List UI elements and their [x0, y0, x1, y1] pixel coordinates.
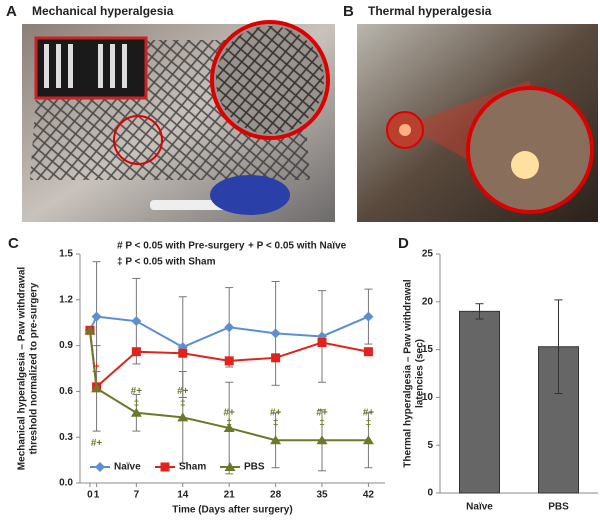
marker — [130, 407, 142, 417]
y-axis-label: latencies (sec) — [415, 339, 426, 408]
marker — [160, 462, 170, 472]
marker — [270, 328, 281, 339]
series-line — [89, 315, 369, 349]
annotation: #+ — [91, 438, 103, 449]
legend-label: PBS — [244, 462, 265, 473]
marker — [91, 311, 102, 322]
marker — [224, 462, 236, 471]
marker — [363, 311, 374, 322]
marker — [316, 435, 328, 445]
panel-title: Thermal hyperalgesia — [368, 4, 492, 18]
series-line — [88, 330, 369, 442]
x-tick-label: 1 — [94, 490, 100, 501]
annotation: ‡ — [226, 418, 232, 429]
marker — [223, 423, 235, 433]
legend-label: Sham — [179, 462, 206, 473]
marker — [91, 383, 103, 393]
marker — [224, 322, 235, 333]
note: # P < 0.05 with Pre-surgery — [117, 241, 245, 252]
y-tick-label: 5 — [427, 440, 433, 451]
y-tick-label: 0.6 — [59, 386, 73, 397]
panel-label: A — [6, 3, 17, 20]
x-tick-label: PBS — [548, 502, 569, 513]
y-tick-label: 20 — [422, 296, 434, 307]
annotation: #+ — [177, 386, 189, 397]
annotation: ‡ — [273, 418, 279, 429]
y-tick-label: 0 — [427, 488, 433, 499]
y-tick-label: 15 — [422, 344, 434, 355]
photo-a — [22, 20, 335, 222]
legend-label: Naïve — [114, 462, 141, 473]
x-tick-label: 35 — [316, 490, 328, 501]
marker — [131, 316, 142, 327]
marker — [177, 412, 189, 422]
annotation: ‡ — [134, 398, 140, 409]
marker — [178, 348, 188, 358]
annotation: #+ — [131, 386, 143, 397]
x-tick-label: 28 — [270, 490, 282, 501]
marker — [131, 347, 141, 357]
annotation: #+ — [270, 407, 282, 418]
marker — [95, 462, 105, 472]
annotation: ‡ — [366, 418, 372, 429]
x-tick-label: 0 — [87, 490, 93, 501]
annotation: #+ — [316, 407, 328, 418]
panel-label: B — [343, 3, 354, 20]
marker — [84, 325, 96, 335]
y-axis-label: threshold normalized to pre-surgery — [29, 282, 40, 454]
marker — [224, 356, 234, 366]
note: + P < 0.05 with Naïve — [248, 241, 347, 252]
marker — [271, 353, 281, 363]
annotation: #+ — [223, 407, 235, 418]
marker — [362, 435, 374, 445]
x-tick-label: 42 — [363, 490, 375, 501]
marker — [317, 338, 327, 348]
y-tick-label: 10 — [422, 392, 434, 403]
x-tick-label: 14 — [177, 490, 189, 501]
note: ‡ P < 0.05 with Sham — [117, 257, 216, 268]
y-tick-label: 1.5 — [59, 249, 73, 260]
y-tick-label: 0.3 — [59, 432, 73, 443]
x-tick-label: 7 — [134, 490, 140, 501]
y-tick-label: 0.0 — [59, 478, 73, 489]
annotation: + — [94, 362, 100, 373]
y-axis-label: Thermal hyperalgesia – Paw withdrawal — [403, 279, 414, 468]
y-axis-label: Mechanical hyperalgesia – Paw withdrawal — [17, 267, 28, 471]
marker — [363, 347, 373, 357]
y-tick-label: 0.9 — [59, 340, 73, 351]
x-tick-label: Naïve — [466, 502, 493, 513]
panel-label: D — [398, 235, 409, 252]
y-tick-label: 1.2 — [59, 294, 73, 305]
series-line — [88, 330, 369, 389]
photo-b — [357, 24, 598, 222]
annotation: ‡ — [319, 418, 325, 429]
marker — [270, 435, 282, 445]
annotation: ‡ — [180, 398, 186, 409]
panel-label: C — [8, 235, 19, 252]
x-axis-label: Time (Days after surgery) — [172, 505, 292, 516]
panel-title: Mechanical hyperalgesia — [32, 4, 174, 18]
x-tick-label: 21 — [224, 490, 236, 501]
annotation: #+ — [363, 407, 375, 418]
y-tick-label: 25 — [422, 249, 434, 260]
bar — [459, 310, 500, 494]
